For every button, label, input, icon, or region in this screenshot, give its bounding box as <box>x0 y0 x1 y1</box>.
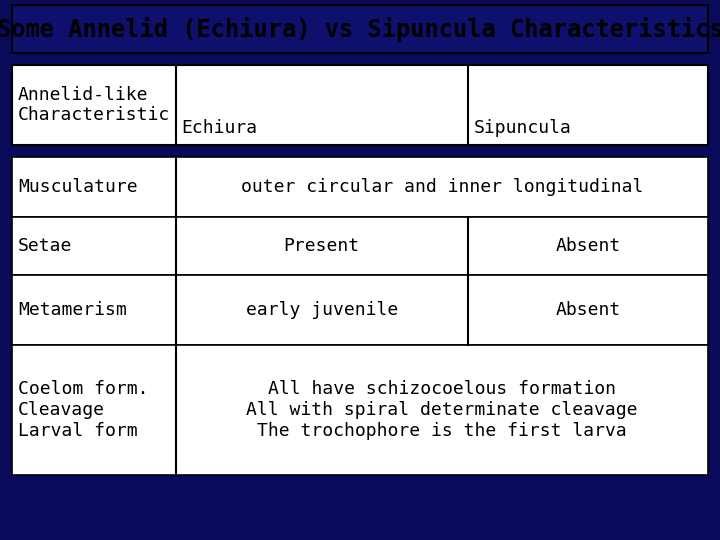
Bar <box>12 345 708 475</box>
Text: All have schizocoelous formation
All with spiral determinate cleavage
The trocho: All have schizocoelous formation All wit… <box>246 380 637 440</box>
Bar <box>12 157 708 217</box>
Text: Metamerism: Metamerism <box>18 301 127 319</box>
Text: Some Annelid (Echiura) vs Sipuncula Characteristics: Some Annelid (Echiura) vs Sipuncula Char… <box>0 17 720 42</box>
Text: Sipuncula: Sipuncula <box>474 119 572 137</box>
Text: outer circular and inner longitudinal: outer circular and inner longitudinal <box>240 178 643 196</box>
Bar <box>12 275 708 345</box>
Text: Coelom form.
Cleavage
Larval form: Coelom form. Cleavage Larval form <box>18 380 148 440</box>
Text: early juvenile: early juvenile <box>246 301 398 319</box>
Text: Present: Present <box>284 237 360 255</box>
Text: Absent: Absent <box>555 301 621 319</box>
Text: Setae: Setae <box>18 237 73 255</box>
Text: Annelid-like
Characteristic: Annelid-like Characteristic <box>18 86 170 124</box>
Bar <box>12 217 708 275</box>
Bar <box>12 5 708 53</box>
Text: Absent: Absent <box>555 237 621 255</box>
Text: Echiura: Echiura <box>181 119 258 137</box>
Text: Musculature: Musculature <box>18 178 138 196</box>
Bar <box>12 65 708 145</box>
